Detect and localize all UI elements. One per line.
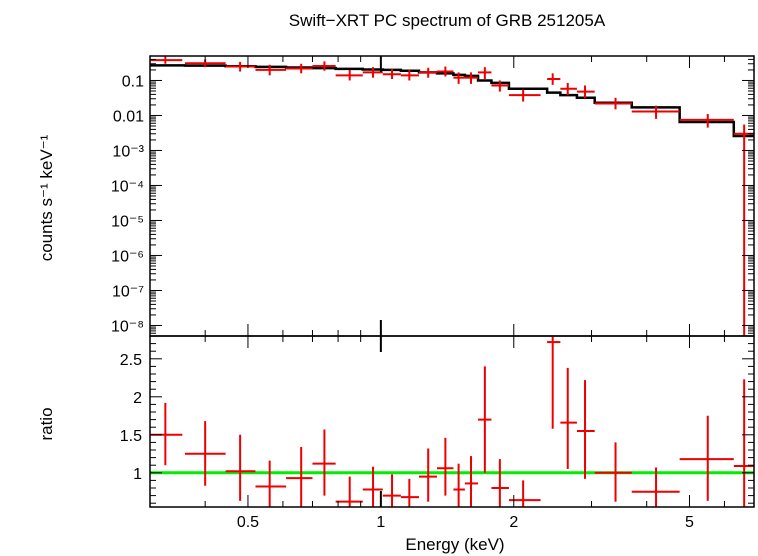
spectrum-frame bbox=[149, 55, 755, 337]
ratio-point-18 bbox=[547, 336, 561, 429]
spectrum-point-1 bbox=[150, 56, 183, 64]
chart-title: Swift−XRT PC spectrum of GRB 251205A bbox=[289, 11, 606, 30]
spectrum-ytick-label-2: 0.01 bbox=[113, 108, 144, 125]
ratio-point-5 bbox=[286, 446, 313, 507]
spectrum-point-8 bbox=[362, 67, 383, 78]
spectrum-point-11 bbox=[418, 67, 437, 78]
model-step-line bbox=[150, 64, 754, 138]
ratio-point-16 bbox=[491, 459, 509, 507]
spectrum-panel: 0.1 0.01 10⁻³ 10⁻⁴ 10⁻⁵ 10⁻⁶ 10⁻⁷ 10⁻⁸ counts s… bbox=[37, 55, 755, 337]
spectrum-point-23 bbox=[679, 114, 734, 128]
spectrum-point-6 bbox=[312, 61, 336, 71]
ratio-point-24 bbox=[733, 379, 754, 507]
spectrum-point-16 bbox=[491, 80, 509, 92]
spectrum-point-14 bbox=[464, 72, 479, 84]
spectrum-point-4 bbox=[255, 64, 287, 76]
xtick-label-3: 2 bbox=[509, 514, 518, 531]
spectrum-axes: 0.1 0.01 10⁻³ 10⁻⁴ 10⁻⁵ 10⁻⁶ 10⁻⁷ 10⁻⁸ bbox=[111, 55, 755, 337]
ratio-point-6 bbox=[312, 429, 336, 496]
ratio-data-points bbox=[150, 336, 754, 507]
spectrum-point-5 bbox=[286, 63, 313, 74]
spectrum-point-7 bbox=[335, 69, 363, 81]
spectrum-point-12 bbox=[436, 66, 454, 77]
ratio-point-23 bbox=[679, 415, 734, 501]
ratio-ytick-label-2: 1.5 bbox=[120, 428, 142, 445]
spectrum-ytick-label-7: 10⁻⁷ bbox=[112, 283, 144, 300]
ratio-axes: 1 1.5 2 2.5 0.5 1 2 5 bbox=[120, 335, 755, 531]
ratio-point-13 bbox=[453, 463, 465, 507]
spectrum-point-13 bbox=[453, 72, 465, 84]
ratio-ytick-label-4: 2.5 bbox=[120, 352, 142, 369]
ratio-y-axis-label: ratio bbox=[37, 407, 56, 440]
spectrum-point-3 bbox=[225, 61, 256, 72]
ratio-point-10 bbox=[400, 478, 419, 507]
spectrum-point-9 bbox=[382, 69, 401, 80]
x-axis-label: Energy (keV) bbox=[405, 535, 504, 554]
spectrum-point-20 bbox=[576, 85, 595, 99]
ratio-point-11 bbox=[418, 448, 437, 502]
spectrum-ytick-label-5: 10⁻⁵ bbox=[111, 213, 144, 230]
spectrum-point-21 bbox=[594, 97, 632, 110]
spectrum-point-15 bbox=[478, 67, 492, 80]
ratio-point-4 bbox=[255, 460, 287, 507]
spectrum-point-22 bbox=[631, 105, 680, 119]
spectrum-ytick-label-3: 10⁻³ bbox=[112, 143, 144, 160]
spectrum-point-18 bbox=[547, 73, 561, 85]
ratio-ytick-label-1: 1 bbox=[133, 466, 142, 483]
ratio-ytick-label-3: 2 bbox=[133, 390, 142, 407]
ratio-point-22 bbox=[631, 467, 680, 507]
spectrum-point-17 bbox=[508, 89, 541, 102]
ratio-point-19 bbox=[560, 367, 577, 469]
ratio-point-14 bbox=[464, 456, 479, 507]
spectrum-point-10 bbox=[400, 69, 419, 81]
xtick-label-2: 1 bbox=[376, 514, 385, 531]
ratio-point-7 bbox=[335, 476, 363, 507]
ratio-point-9 bbox=[382, 474, 401, 507]
spectrum-ytick-label-4: 10⁻⁴ bbox=[111, 178, 144, 195]
ratio-point-21 bbox=[594, 442, 632, 502]
ratio-point-2 bbox=[184, 421, 226, 486]
spectrum-ytick-label-1: 0.1 bbox=[122, 73, 144, 90]
spectrum-y-axis-label: counts s⁻¹ keV⁻¹ bbox=[37, 134, 56, 261]
ratio-point-12 bbox=[436, 437, 454, 496]
spectrum-data-points bbox=[150, 56, 754, 336]
ratio-panel: 1 1.5 2 2.5 0.5 1 2 5 ratio Energy (keV) bbox=[37, 335, 755, 554]
ratio-point-20 bbox=[576, 380, 595, 479]
spectrum-model bbox=[150, 64, 754, 138]
ratio-point-15 bbox=[478, 366, 492, 473]
spectrum-ytick-label-6: 10⁻⁶ bbox=[111, 248, 144, 265]
spectrum-point-19 bbox=[560, 82, 577, 96]
ratio-frame bbox=[149, 335, 755, 508]
xtick-label-4: 5 bbox=[685, 514, 694, 531]
ratio-point-3 bbox=[225, 434, 256, 501]
xtick-label-1: 0.5 bbox=[237, 514, 259, 531]
ratio-point-8 bbox=[362, 466, 383, 507]
spectrum-ytick-label-8: 10⁻⁸ bbox=[111, 318, 144, 335]
